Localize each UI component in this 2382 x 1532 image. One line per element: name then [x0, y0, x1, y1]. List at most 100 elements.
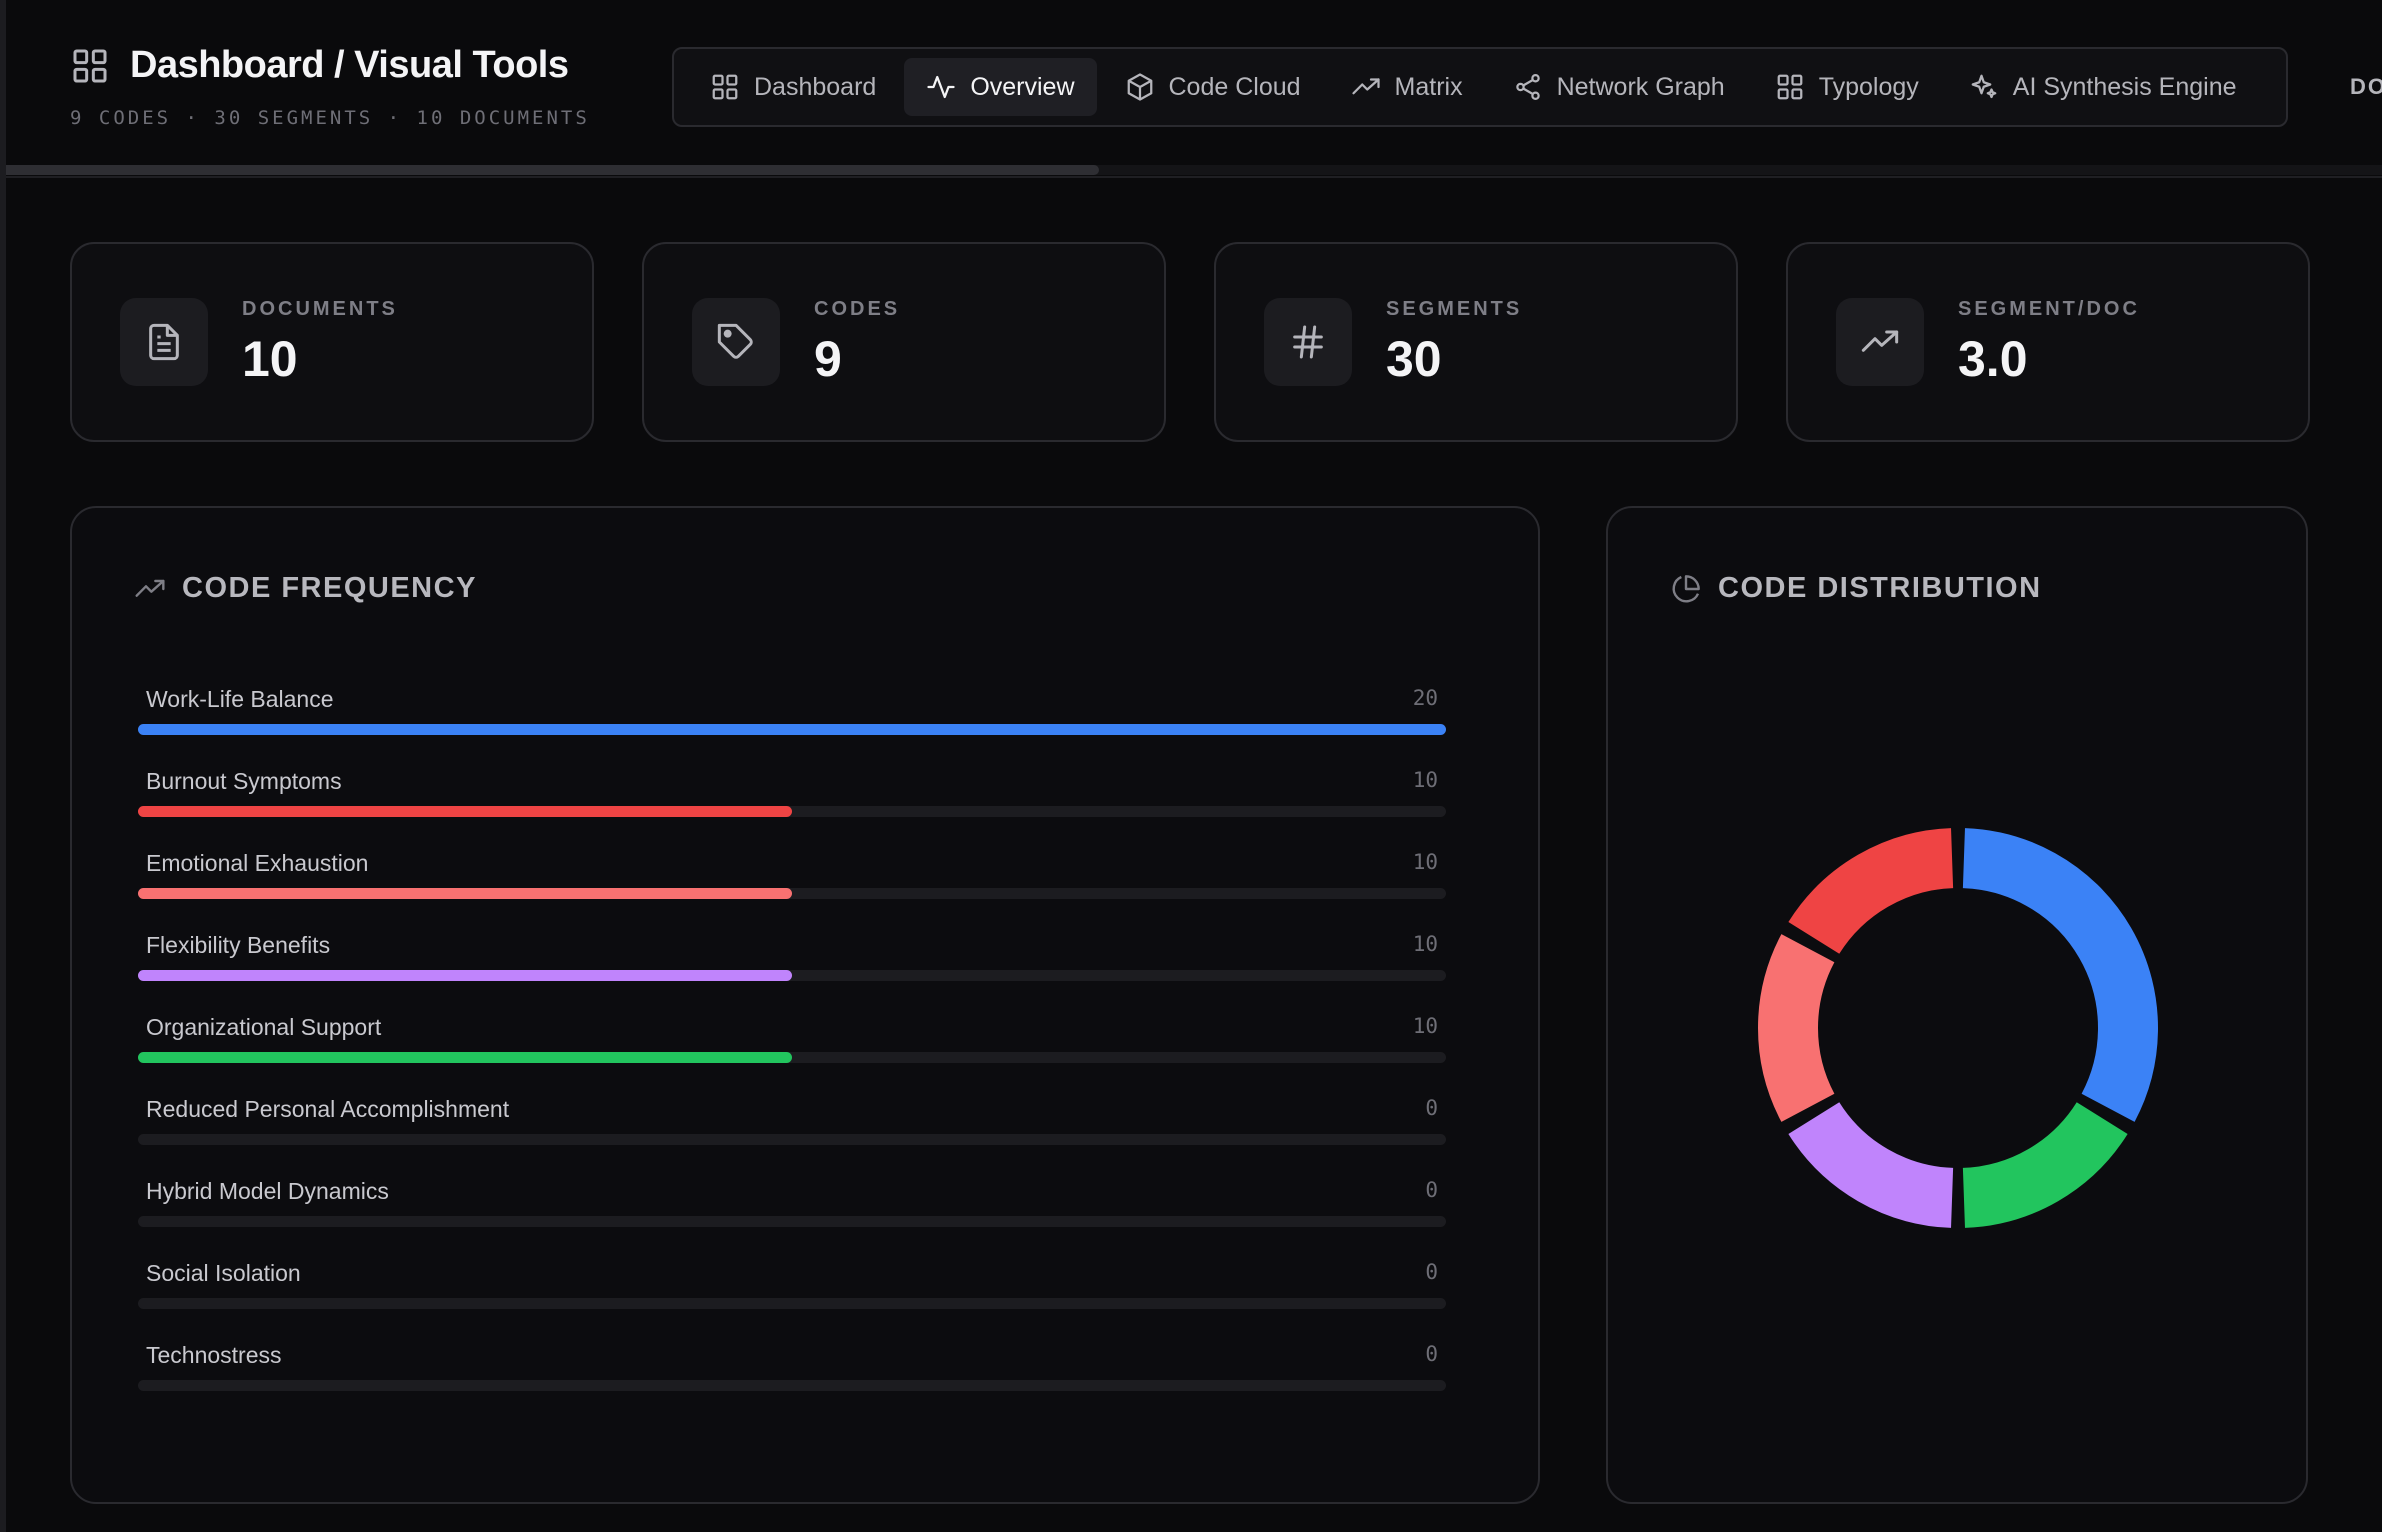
grid-icon [1777, 74, 1803, 100]
bar-label: Social Isolation [146, 1260, 301, 1286]
panel-title: CODE DISTRIBUTION [1670, 572, 2042, 605]
share-nodes-icon [1515, 74, 1540, 100]
tab-overview[interactable]: Overview [904, 58, 1097, 116]
tab-label: Network Graph [1556, 72, 1725, 101]
cube-icon [1127, 73, 1152, 101]
code-distribution-panel: CODE DISTRIBUTION [1606, 506, 2308, 1504]
stat-label: CODES [814, 298, 901, 320]
bar-track [138, 806, 1446, 817]
bar-row: Reduced Personal Accomplishment 0 [138, 1088, 1446, 1170]
page-title: Dashboard / Visual Tools [130, 44, 569, 86]
stat-card-segments: SEGMENTS 30 [1214, 242, 1738, 442]
tab-label: Dashboard [754, 72, 877, 101]
bar-track [138, 724, 1446, 735]
donut-slice [1962, 828, 2158, 1122]
bar-row: Burnout Symptoms 10 [138, 760, 1446, 842]
scroll-progress-track [6, 165, 2382, 175]
bar-track [138, 1380, 1446, 1391]
code-frequency-chart: Work-Life Balance 20 Burnout Symptoms 10 Emo… [138, 678, 1446, 1416]
tab-label: Overview [970, 72, 1075, 101]
grid-icon [712, 74, 738, 100]
activity-icon [927, 75, 955, 99]
tab-network-graph[interactable]: Network Graph [1491, 58, 1747, 116]
bar-row: Emotional Exhaustion 10 [138, 842, 1446, 924]
bar-label: Reduced Personal Accomplishment [146, 1096, 510, 1122]
bar [138, 724, 1446, 735]
tab-ai-synthesis-engine[interactable]: AI Synthesis Engine [1947, 58, 2259, 116]
bar-value-label: 0 [1425, 1342, 1438, 1366]
bar-value-label: 0 [1425, 1096, 1438, 1120]
trending-up-icon [1351, 78, 1380, 95]
stat-card-documents: DOCUMENTS 10 [70, 242, 594, 442]
bar-label: Emotional Exhaustion [146, 850, 369, 876]
stat-icon-box [692, 298, 780, 386]
bar-row: Social Isolation 0 [138, 1252, 1446, 1334]
panel-title-text: CODE FREQUENCY [182, 572, 477, 604]
bar-label: Work-Life Balance [146, 686, 334, 712]
bar-row: Flexibility Benefits 10 [138, 924, 1446, 1006]
scroll-progress-fill [6, 165, 1099, 175]
tag-icon [717, 323, 753, 359]
tab-matrix[interactable]: Matrix [1329, 58, 1485, 116]
stat-label: SEGMENT/DOC [1958, 298, 2140, 320]
panel-title-text: CODE DISTRIBUTION [1718, 572, 2042, 604]
bar-value-label: 10 [1412, 768, 1438, 792]
bar-value-label: 10 [1412, 1014, 1438, 1038]
bar-label: Flexibility Benefits [146, 932, 331, 958]
donut-slice [1758, 934, 1835, 1122]
bar-value-label: 10 [1412, 932, 1438, 956]
bar-track [138, 970, 1446, 981]
code-distribution-donut [1758, 828, 2158, 1228]
stat-value: 10 [242, 331, 298, 387]
bar-label: Burnout Symptoms [146, 768, 342, 794]
tab-documents-overflow[interactable]: DOCUMENTS [2350, 74, 2382, 99]
trending-up-icon [135, 579, 165, 597]
stat-card-codes: CODES 9 [642, 242, 1166, 442]
tab-code-cloud[interactable]: Code Cloud [1103, 58, 1323, 116]
trending-up-icon [1861, 330, 1899, 352]
tab-typology[interactable]: Typology [1753, 58, 1941, 116]
stat-label: DOCUMENTS [242, 298, 398, 320]
bar-label: Hybrid Model Dynamics [146, 1178, 389, 1204]
header: Dashboard / Visual Tools 9 CODES · 30 SE… [6, 0, 2382, 178]
stat-icon-box [120, 298, 208, 386]
page-subtitle: 9 CODES · 30 SEGMENTS · 10 DOCUMENTS [70, 107, 590, 129]
sparkles-icon [1971, 74, 1997, 99]
stat-icon-box [1264, 298, 1352, 386]
bar [138, 806, 792, 817]
tab-label: Typology [1818, 72, 1919, 101]
bar-track [138, 1298, 1446, 1309]
bar-row: Hybrid Model Dynamics 0 [138, 1170, 1446, 1252]
tab-dashboard[interactable]: Dashboard [688, 58, 898, 116]
bar-label: Organizational Support [146, 1014, 382, 1040]
bar-track [138, 1134, 1446, 1145]
document-icon [149, 323, 179, 361]
bar-label: Technostress [146, 1342, 282, 1368]
title-row: Dashboard / Visual Tools [70, 44, 569, 87]
bar [138, 888, 792, 899]
donut-slice [1788, 828, 1954, 955]
grid-icon [73, 49, 107, 82]
tab-label: AI Synthesis Engine [2012, 72, 2237, 101]
bar-track [138, 888, 1446, 899]
bar-value-label: 10 [1412, 850, 1438, 874]
stat-label: SEGMENTS [1386, 298, 1523, 320]
code-frequency-panel: CODE FREQUENCY Work-Life Balance 20 Burnou… [70, 506, 1540, 1504]
stat-value: 3.0 [1958, 331, 2028, 387]
bar-row: Work-Life Balance 20 [138, 678, 1446, 760]
bar-row: Technostress 0 [138, 1334, 1446, 1416]
bar [138, 970, 792, 981]
view-tabs: Dashboard Overview Code Cloud Matrix Net… [672, 47, 2288, 127]
bar-value-label: 0 [1425, 1260, 1438, 1284]
bar-value-label: 20 [1412, 686, 1438, 710]
pie-chart-icon [1672, 574, 1700, 602]
stat-value: 9 [814, 331, 842, 387]
stat-card-segment-per-doc: SEGMENT/DOC 3.0 [1786, 242, 2310, 442]
tab-label: Code Cloud [1168, 72, 1301, 101]
bar-value-label: 0 [1425, 1178, 1438, 1202]
stat-value: 30 [1386, 331, 1442, 387]
stat-icon-box [1836, 298, 1924, 386]
bar-track [138, 1216, 1446, 1227]
donut-slice [1788, 1101, 1954, 1228]
